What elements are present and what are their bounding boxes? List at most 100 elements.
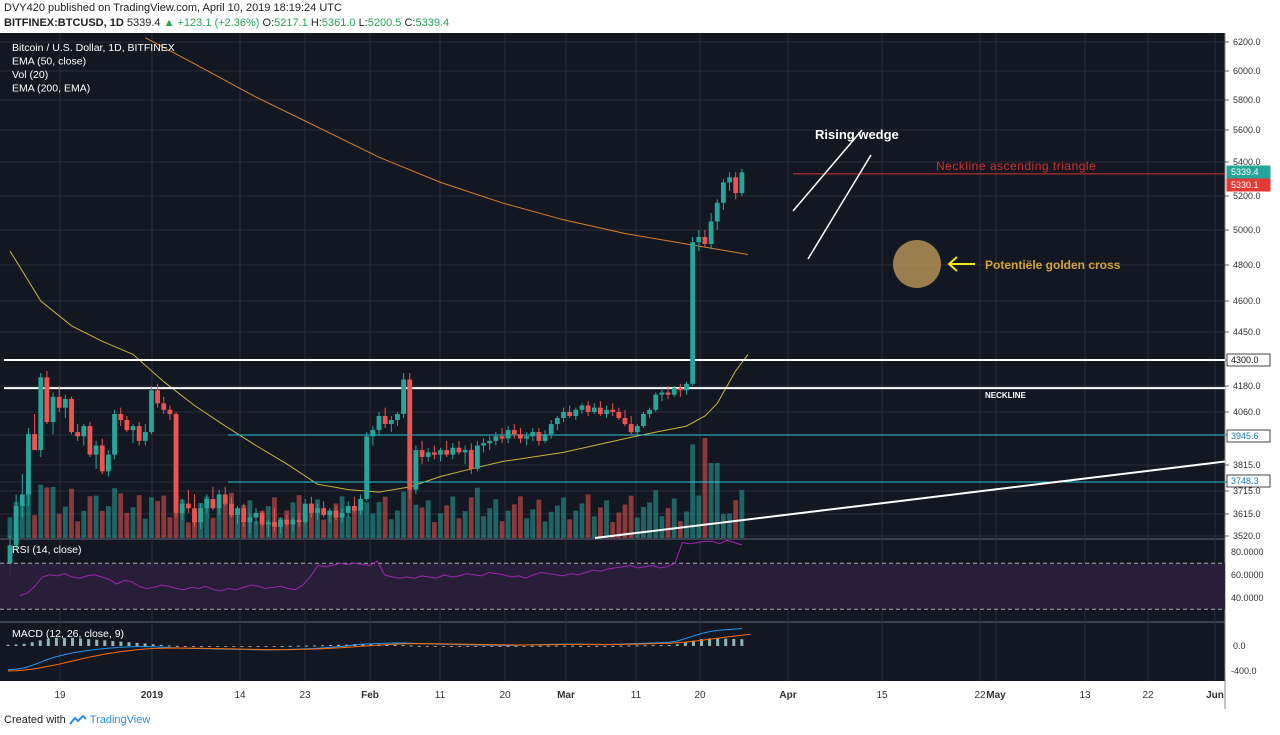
- time-tick-label: 22: [1142, 690, 1154, 701]
- candle-body: [118, 414, 124, 421]
- macd-histogram-bar: [458, 646, 462, 647]
- volume-bar: [598, 507, 603, 538]
- candle-body: [659, 392, 665, 395]
- macd-histogram-bar: [183, 646, 187, 647]
- candle-body: [235, 508, 240, 516]
- volume-bar: [333, 503, 339, 538]
- volume-bar: [573, 510, 579, 538]
- macd-histogram-bar: [474, 646, 478, 647]
- volume-bar: [591, 516, 597, 538]
- macd-histogram-bar: [337, 644, 341, 646]
- price-tag-3945: 3945.6: [1231, 431, 1259, 441]
- golden-cross-label: Potentiële golden cross: [985, 258, 1121, 272]
- candle-body: [352, 505, 357, 511]
- price-tag-neckline: 5330.1: [1231, 180, 1259, 190]
- candle-body: [511, 430, 517, 435]
- candle-body: [634, 426, 640, 433]
- time-tick-label: 13: [1079, 690, 1091, 701]
- volume-bar: [696, 495, 702, 538]
- macd-histogram-bar: [708, 638, 712, 646]
- macd-signal-line: [7, 633, 750, 672]
- symbol-line: BITFINEX:BTCUSD, 1D 5339.4 ▲ +123.1 (+2.…: [4, 17, 449, 29]
- volume-bar: [425, 500, 431, 538]
- volume-bar: [413, 504, 419, 538]
- volume-bar: [118, 493, 124, 538]
- candle-body: [38, 377, 44, 451]
- symbol-name: BITFINEX:BTCUSD, 1D: [4, 17, 124, 29]
- candle-body: [81, 426, 87, 437]
- macd-histogram-bar: [683, 642, 687, 646]
- time-tick-label: 14: [234, 690, 246, 701]
- candle-body: [142, 432, 148, 441]
- rising-wedge-label: Rising wedge: [815, 127, 899, 142]
- rsi-tick-label: 40.0000: [1231, 593, 1264, 603]
- volume-bar: [585, 494, 591, 538]
- volume-bar: [647, 502, 652, 538]
- rsi-tick-label: 60.0000: [1231, 570, 1264, 580]
- macd-histogram-bar: [62, 637, 66, 646]
- time-tick-label: Feb: [361, 690, 379, 701]
- volume-bar: [395, 510, 400, 538]
- candle-body: [179, 503, 185, 513]
- candle-body: [167, 409, 173, 415]
- candle-body: [401, 379, 406, 415]
- candle-body: [610, 409, 616, 412]
- price-tick-label: 4600.0: [1233, 296, 1261, 306]
- macd-histogram-bar: [643, 645, 647, 647]
- macd-histogram-bar: [385, 644, 389, 646]
- candle-body: [714, 202, 720, 222]
- macd-label: MACD (12, 26, close, 9): [12, 628, 124, 640]
- volume-bar: [161, 495, 167, 538]
- macd-histogram-bar: [200, 646, 204, 647]
- volume-bar: [684, 511, 689, 538]
- candle-body: [241, 508, 247, 523]
- candle-body: [155, 390, 160, 404]
- candle-body: [413, 450, 419, 490]
- macd-histogram-bar: [595, 646, 599, 647]
- neckline-triangle-label: Neckline ascending triangle: [936, 159, 1096, 173]
- candle-body: [585, 405, 591, 412]
- price-tick-label: 3815.0: [1233, 460, 1261, 470]
- rsi-tick-label: 80.0000: [1231, 547, 1264, 557]
- candle-body: [641, 414, 646, 427]
- volume-bar: [388, 519, 394, 538]
- price-tick-label: 3715.0: [1233, 486, 1261, 496]
- macd-histogram-bar: [579, 645, 583, 647]
- candle-body: [106, 454, 111, 472]
- time-tick-label: 11: [435, 690, 446, 701]
- macd-histogram-bar: [272, 646, 276, 647]
- time-tick-label: 20: [694, 690, 706, 701]
- macd-histogram-bar: [288, 645, 292, 647]
- volume-bar: [641, 507, 646, 538]
- candle-body: [616, 412, 622, 419]
- candle-body: [198, 508, 204, 523]
- candle-body: [665, 392, 671, 395]
- volume-bar: [481, 516, 486, 538]
- candle-body: [548, 424, 554, 435]
- volume-bar: [93, 495, 99, 538]
- candle-body: [99, 445, 105, 472]
- macd-histogram-bar: [724, 638, 728, 646]
- macd-histogram-bar: [409, 645, 413, 647]
- volume-bar: [185, 522, 191, 538]
- macd-histogram-bar: [216, 646, 220, 647]
- tradingview-brand[interactable]: TradingView: [89, 714, 151, 726]
- volume-bar: [142, 518, 148, 538]
- high-label: H:: [310, 17, 322, 29]
- volume-bar: [671, 498, 677, 538]
- time-tick-label: Apr: [779, 690, 796, 701]
- candle-body: [247, 517, 253, 523]
- candle-body: [561, 412, 566, 419]
- chart-area[interactable]: 6200.0 6000.0 5800.0 5600.0 5400.0 5200.0 5000…: [0, 33, 1280, 709]
- price-tick-label: 5400.0: [1233, 157, 1261, 167]
- volume-bar: [493, 499, 499, 538]
- volume-bar: [548, 511, 554, 538]
- candle-body: [425, 452, 431, 457]
- candle-body: [216, 494, 222, 509]
- macd-histogram-bar: [321, 645, 325, 647]
- rising-trendline: [594, 460, 1226, 539]
- macd-histogram-bar: [433, 646, 437, 647]
- macd-histogram-bar: [296, 645, 300, 647]
- macd-histogram-bar: [71, 637, 75, 646]
- candle-body: [573, 409, 579, 417]
